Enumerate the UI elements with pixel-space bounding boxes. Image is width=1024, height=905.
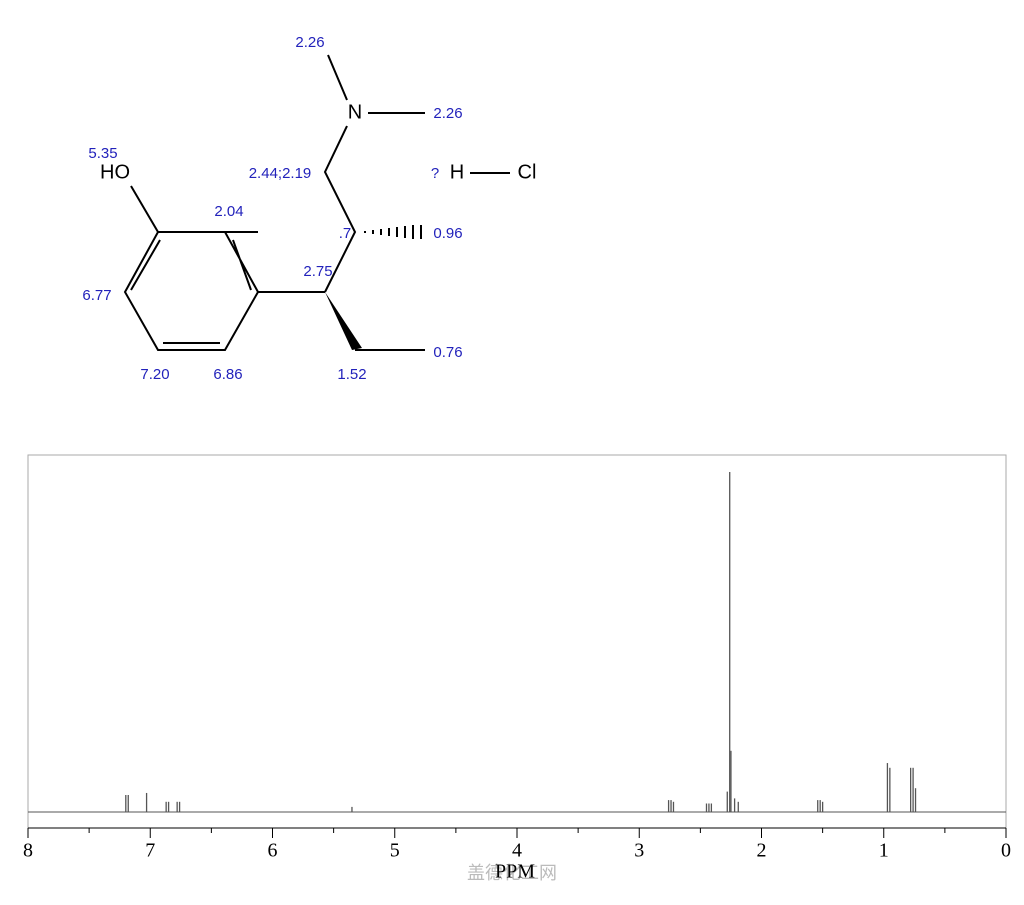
- x-axis-label: PPM: [495, 861, 535, 883]
- shift-label: 1.52: [337, 366, 366, 383]
- hash-bond: [364, 225, 422, 239]
- atom: ?: [431, 165, 439, 182]
- shift-label: 2.26: [295, 34, 324, 51]
- shift-label: 0.96: [433, 225, 462, 242]
- atom: N: [348, 101, 362, 123]
- shift-label: .7: [339, 225, 352, 242]
- x-tick-label: 7: [145, 840, 155, 862]
- shift-label: 2.26: [433, 105, 462, 122]
- shift-label: 7.20: [140, 366, 169, 383]
- x-tick-label: 0: [1001, 840, 1011, 862]
- x-tick-label: 4: [512, 840, 522, 862]
- plot-frame: [27, 454, 1007, 829]
- shift-label: 2.04: [214, 203, 243, 220]
- shift-label: 6.77: [82, 287, 111, 304]
- atom: HO: [100, 161, 130, 183]
- x-tick-label: 3: [634, 840, 644, 862]
- atom: Cl: [518, 161, 537, 183]
- x-tick-label: 1: [879, 840, 889, 862]
- shift-label: 0.76: [433, 344, 462, 361]
- shift-label: 6.86: [213, 366, 242, 383]
- x-tick-label: 5: [390, 840, 400, 862]
- x-tick-label: 6: [268, 840, 278, 862]
- atom: H: [450, 161, 464, 183]
- shift-label: 5.35: [88, 145, 117, 162]
- shift-label: 2.44;2.19: [249, 165, 312, 182]
- watermark: 盖德化工网: [467, 863, 557, 884]
- bonds: [123, 54, 510, 351]
- wedge-bond: [325, 292, 362, 350]
- shift-label: 2.75: [303, 263, 332, 280]
- x-tick-label: 2: [757, 840, 767, 862]
- molecule: N HO ? H Cl 2.26 2.26 5.35 2.44;2.19 2.0…: [82, 34, 536, 383]
- x-tick-label: 8: [23, 840, 33, 862]
